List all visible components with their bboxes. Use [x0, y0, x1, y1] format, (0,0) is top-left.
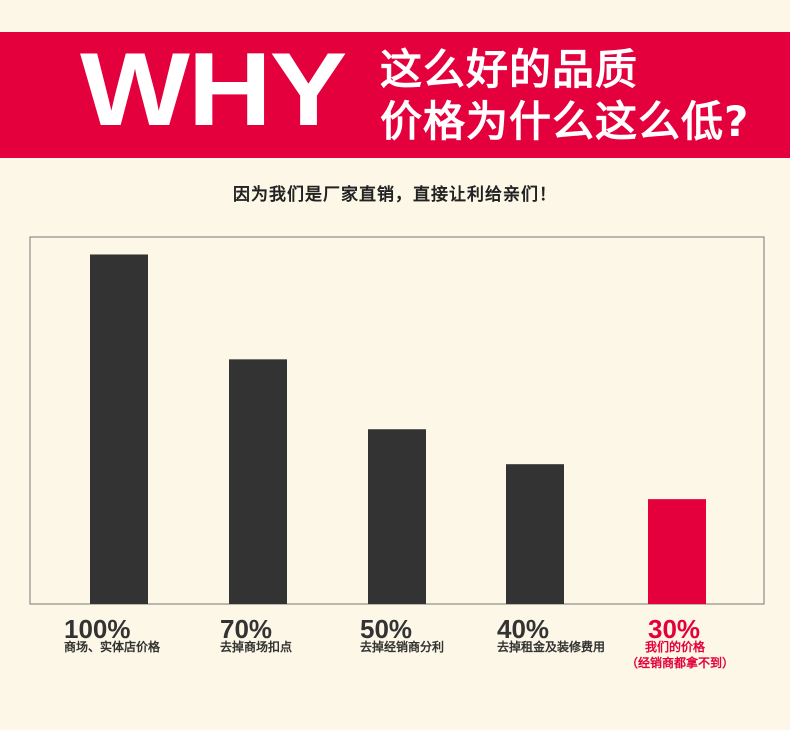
- category-label-4: 去掉租金及装修费用: [497, 640, 606, 654]
- bar-5: [648, 499, 706, 604]
- bar-2: [229, 359, 287, 604]
- category-label-3: 去掉经销商分利: [360, 640, 445, 654]
- category-label-2: 去掉商场扣点: [220, 640, 293, 654]
- category-label-5: 我们的价格: [645, 640, 706, 654]
- bar-value-label-2: 70%: [220, 614, 273, 644]
- bar-1: [90, 254, 148, 604]
- bar-3: [368, 429, 426, 604]
- why-heading: WHY: [80, 32, 347, 148]
- title-banner: [0, 32, 790, 158]
- bar-value-label-4: 40%: [497, 614, 550, 644]
- bar-value-label-5: 30%: [648, 614, 701, 644]
- headline-line-2: 价格为什么这么低?: [380, 97, 750, 146]
- bar-value-label-3: 50%: [360, 614, 413, 644]
- category-label-1: 商场、实体店价格: [64, 640, 161, 654]
- bar-4: [506, 464, 564, 604]
- dealer-note: （经销商都拿不到）: [626, 656, 735, 670]
- subtitle: 因为我们是厂家直销，直接让利给亲们！: [233, 185, 557, 205]
- bar-value-label-1: 100%: [64, 614, 131, 644]
- headline-line-1: 这么好的品质: [380, 45, 639, 94]
